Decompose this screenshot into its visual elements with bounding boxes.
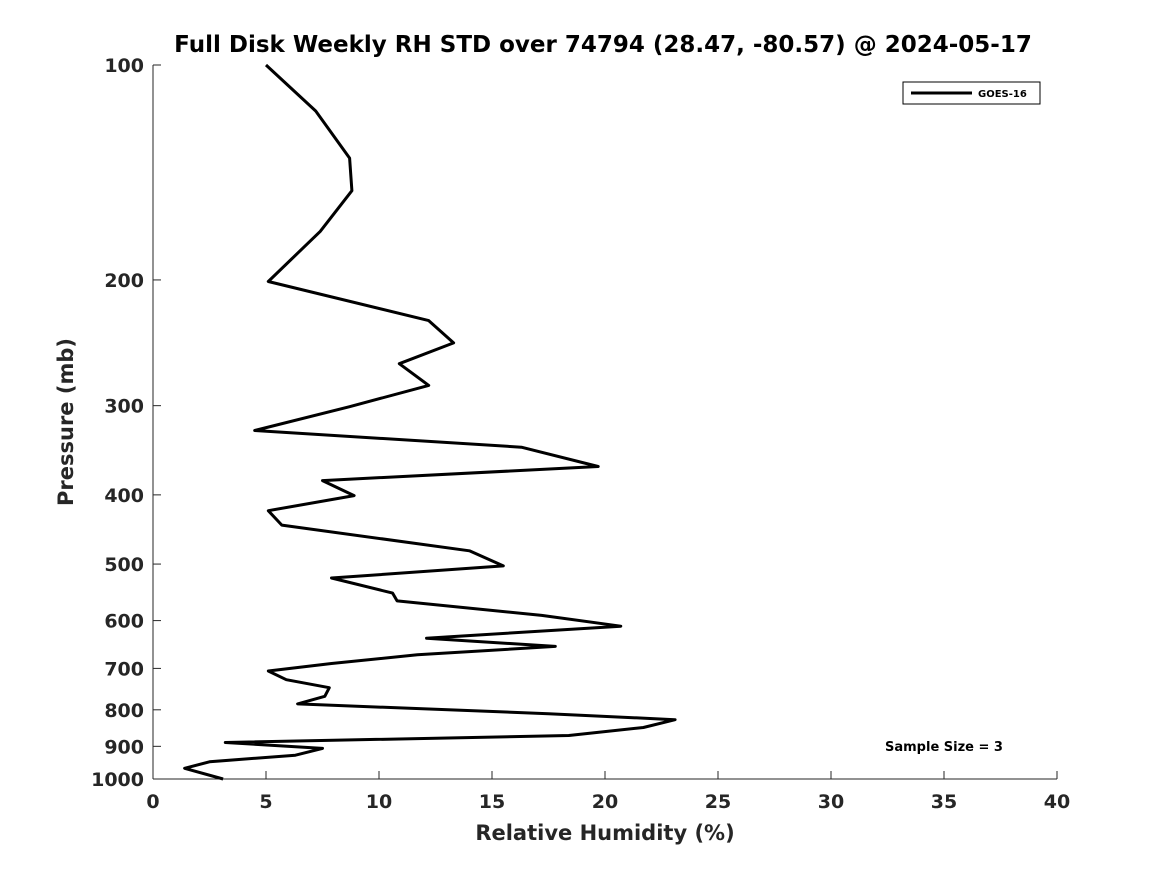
- x-tick-label: 40: [1044, 791, 1070, 813]
- sample-size-annotation: Sample Size = 3: [885, 740, 1003, 755]
- x-tick-label: 0: [146, 791, 159, 813]
- series-line-goes-16: [183, 63, 677, 781]
- y-tick-label: 300: [104, 396, 144, 418]
- y-tick-label: 500: [104, 554, 144, 576]
- y-tick-label: 400: [104, 485, 144, 507]
- y-tick-label: 200: [104, 270, 144, 292]
- x-tick-label: 25: [705, 791, 731, 813]
- y-tick-label: 600: [104, 611, 144, 633]
- x-tick-label: 35: [931, 791, 957, 813]
- y-axis-label: Pressure (mb): [54, 338, 78, 506]
- y-axis-ticks: 100 200 300 400 500 600 700 800 900 1000: [91, 55, 161, 791]
- x-tick-label: 5: [259, 791, 272, 813]
- series-group: [183, 63, 677, 781]
- x-axis-label: Relative Humidity (%): [475, 821, 734, 845]
- plot-area: [153, 65, 1057, 779]
- x-tick-label: 20: [592, 791, 618, 813]
- legend-label-goes-16: GOES-16: [978, 89, 1027, 100]
- y-tick-label: 1000: [91, 769, 144, 791]
- legend: GOES-16: [902, 81, 1041, 105]
- y-tick-label: 100: [104, 55, 144, 77]
- chart-title: Full Disk Weekly RH STD over 74794 (28.4…: [174, 32, 1032, 58]
- x-tick-label: 10: [366, 791, 392, 813]
- y-tick-label: 900: [104, 736, 144, 758]
- y-tick-label: 700: [104, 658, 144, 680]
- x-tick-label: 30: [818, 791, 844, 813]
- x-axis-ticks: 0 5 10 15 20 25 30 35 40: [146, 771, 1070, 813]
- x-tick-label: 15: [479, 791, 505, 813]
- y-tick-label: 800: [104, 700, 144, 722]
